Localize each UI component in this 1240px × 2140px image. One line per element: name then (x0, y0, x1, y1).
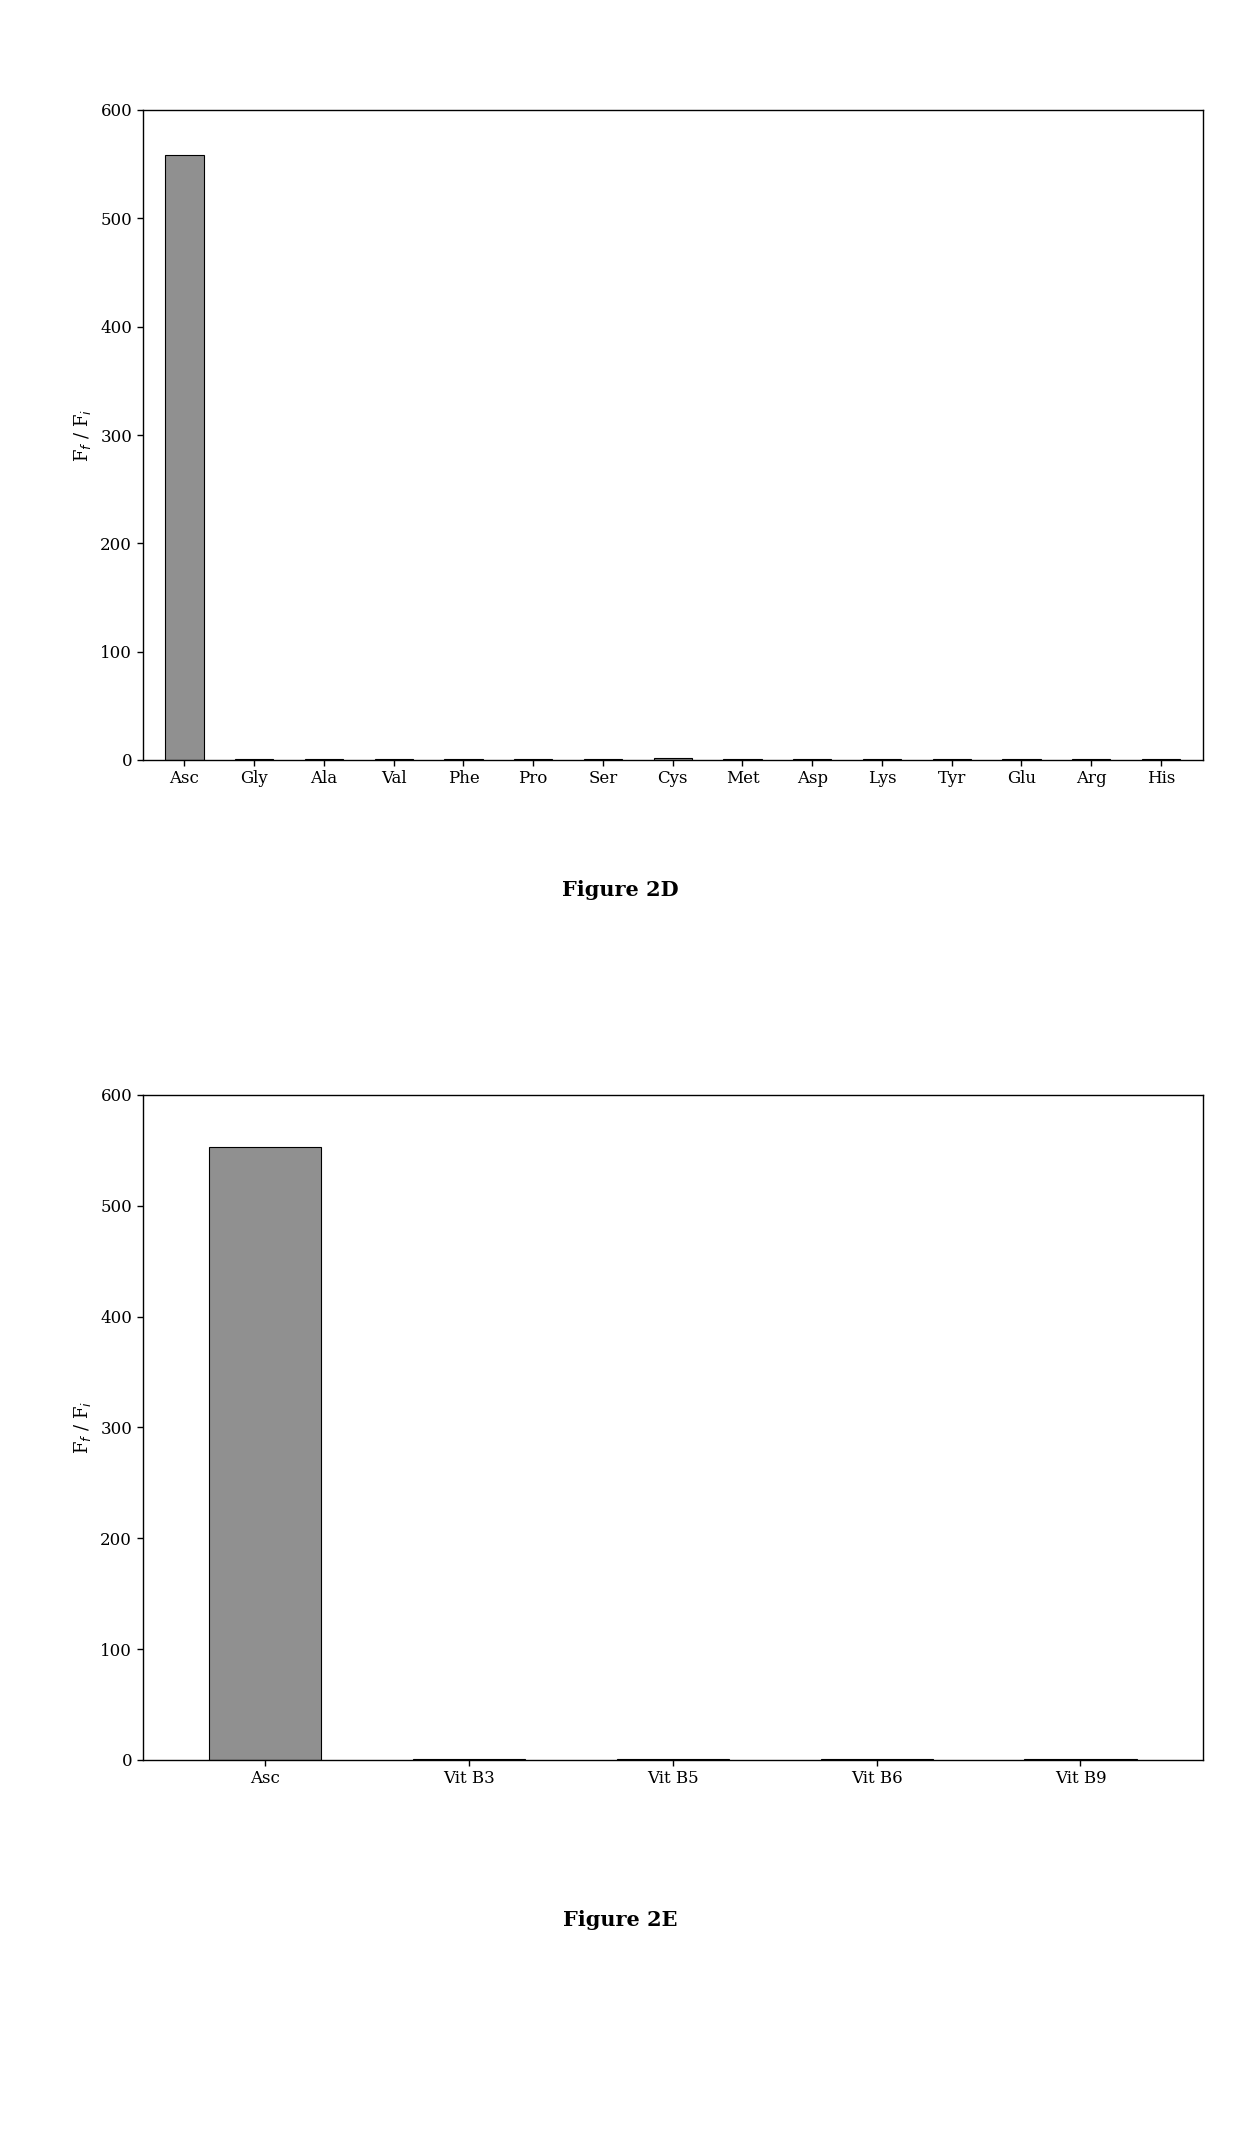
Bar (165, 156, 203, 760)
Y-axis label: F$_f$ / F$_i$: F$_f$ / F$_i$ (72, 409, 93, 462)
Text: Figure 2D: Figure 2D (562, 880, 678, 901)
Bar (208, 1147, 321, 1759)
Bar (653, 758, 692, 760)
Y-axis label: F$_f$ / F$_i$: F$_f$ / F$_i$ (72, 1402, 93, 1453)
Text: Figure 2E: Figure 2E (563, 1911, 677, 1930)
